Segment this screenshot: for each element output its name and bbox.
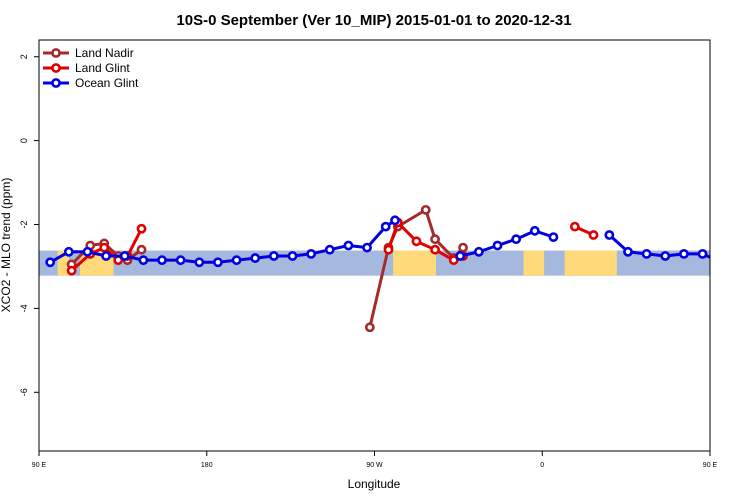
ocean-glint-point: [529, 225, 540, 236]
ocean-glint-point: [213, 257, 223, 268]
ocean-glint-point: [697, 248, 708, 259]
land-region-0: [57, 250, 69, 276]
land-glint-point: [569, 221, 580, 232]
ocean-glint-point: [473, 246, 484, 257]
land-region-5: [729, 251, 740, 276]
ocean-glint-point: [660, 251, 671, 261]
ocean-glint-point: [138, 255, 149, 266]
ocean-glint-point: [287, 251, 298, 261]
legend-marker: [51, 48, 61, 58]
ocean-glint-point: [718, 259, 725, 266]
land-glint-point: [588, 230, 599, 240]
legend-item-land-nadir: Land Nadir: [43, 46, 134, 60]
legend-label: Land Nadir: [75, 46, 134, 60]
ocean-glint-point: [390, 215, 400, 226]
ocean-glint-point: [306, 248, 317, 259]
land-nadir-point: [420, 204, 431, 215]
ocean-glint-point: [45, 257, 56, 268]
x-tick-label-2: 90 W: [366, 462, 383, 469]
legend-label: Ocean Glint: [75, 76, 139, 90]
land-region-3: [523, 250, 545, 276]
ocean-glint-point: [231, 255, 242, 266]
ocean-glint-point: [511, 234, 522, 245]
ocean-glint-point: [63, 246, 74, 257]
land-nadir-point: [458, 242, 468, 253]
series-layer: [45, 204, 750, 333]
ocean-glint-point: [455, 251, 466, 261]
land-region-2: [393, 250, 437, 276]
ocean-glint-point: [194, 257, 205, 268]
ocean-glint-point: [157, 255, 167, 266]
ocean-glint-point: [492, 240, 503, 251]
legend-item-ocean-glint: Ocean Glint: [43, 76, 139, 90]
ocean-glint-point: [343, 240, 354, 251]
legend-label: Land Glint: [75, 61, 130, 75]
ocean-glint-point: [362, 242, 372, 253]
ocean-glint-point: [623, 246, 633, 257]
ocean-glint-point: [250, 253, 261, 263]
land-glint-point: [383, 244, 394, 255]
land-glint-line-3: [743, 229, 750, 271]
land-nadir-line-2: [743, 243, 750, 264]
ocean-glint-point: [101, 251, 111, 261]
plot-frame: [38, 39, 711, 452]
ocean-glint-point: [679, 248, 689, 259]
ocean-glint-point: [548, 232, 559, 243]
ocean-glint-point: [268, 251, 279, 261]
ocean-glint-point: [175, 255, 186, 266]
land-glint-point: [411, 236, 422, 247]
ocean-glint-line-2: [608, 233, 710, 259]
ocean-glint-point: [641, 248, 652, 259]
land-nadir-point: [739, 261, 746, 268]
ocean-glint-point: [82, 246, 93, 257]
x-tick-label-0: 90 E: [32, 462, 47, 469]
x-axis-label: Longitude: [348, 477, 401, 491]
land-glint-point: [136, 223, 147, 234]
series-ocean-glint: [45, 215, 743, 268]
ocean-glint-point: [119, 251, 130, 261]
y-axis: 2 0 -2 -4 -6: [19, 54, 39, 396]
land-region-4: [564, 250, 617, 276]
land-glint-point: [739, 267, 746, 274]
x-tick-label-4: 90 E: [703, 462, 718, 469]
land-nadir-point: [430, 234, 440, 245]
land-glint-point: [448, 255, 459, 266]
ocean-glint-point: [604, 230, 615, 240]
land-nadir-point: [136, 244, 147, 255]
ocean-glint-point: [380, 221, 391, 232]
legend-marker: [51, 63, 61, 73]
y-tick-label-3: -4: [19, 304, 29, 312]
land-glint-point: [66, 265, 77, 276]
y-tick-label-4: -6: [19, 388, 29, 396]
x-tick-label-1: 180: [201, 462, 213, 469]
chart-title: 10S-0 September (Ver 10_MIP) 2015-01-01 …: [176, 12, 571, 29]
y-axis-label: XCO2 - MLO trend (ppm): [0, 178, 13, 313]
ocean-glint-point: [736, 248, 743, 255]
ocean-glint-point: [324, 244, 335, 255]
land-nadir-point: [364, 322, 375, 333]
y-tick-label-0: 2: [19, 54, 29, 59]
background-map-band: [39, 250, 740, 276]
legend-marker: [51, 78, 61, 88]
x-tick-label-3: 0: [540, 462, 544, 469]
land-glint-point: [430, 244, 440, 255]
y-tick-label-2: -2: [19, 221, 29, 229]
land-glint-point: [99, 242, 110, 253]
legend-item-land-glint: Land Glint: [43, 61, 130, 75]
y-tick-label-1: 0: [19, 138, 29, 143]
